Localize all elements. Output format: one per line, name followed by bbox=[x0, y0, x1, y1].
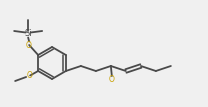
Text: O: O bbox=[25, 41, 31, 50]
Text: Si: Si bbox=[24, 30, 32, 39]
Text: O: O bbox=[26, 71, 32, 80]
Text: O: O bbox=[109, 74, 115, 83]
